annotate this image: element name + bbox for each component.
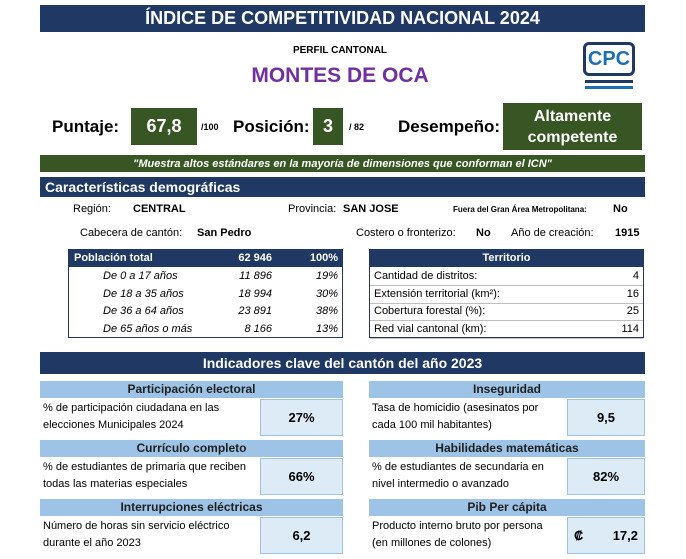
indicator-description: % de participación ciudadana en las elec…	[43, 402, 220, 431]
indicator-value: 66%	[288, 469, 315, 484]
indicator-description: Número de horas sin servicio eléctrico d…	[43, 520, 230, 549]
territory-label: Extensión territorial (km²):	[374, 287, 500, 300]
population-row: De 18 a 35 años 18 994 30%	[69, 286, 342, 303]
section-title: Características demográficas	[45, 179, 241, 195]
territory-value: 4	[632, 270, 639, 282]
age-group: De 0 a 17 años	[103, 270, 178, 282]
indicator-value-box: ₡ 17,2	[567, 517, 645, 554]
count: 18 994	[238, 287, 272, 300]
age-group: De 36 a 64 años	[103, 305, 184, 317]
indicator-value: 27%	[288, 410, 315, 425]
territory-value: 114	[621, 322, 639, 335]
population-row: De 0 a 17 años 11 896 19%	[69, 268, 342, 285]
count: 23 891	[238, 305, 272, 317]
score-label: Puntaje:	[52, 117, 120, 136]
population-row: De 65 años o más 8 166 13%	[69, 321, 342, 338]
performance-label: Desempeño:	[398, 117, 501, 136]
territory-row: Cantidad de distritos: 4	[370, 268, 643, 286]
territory-label: Cantidad de distritos:	[374, 270, 478, 282]
subtitle: PERFIL CANTONAL	[292, 45, 388, 56]
indicator-description: % de estudiantes de primaria que reciben…	[43, 461, 247, 490]
indicator-value-box: 82%	[567, 458, 645, 495]
indicator-title: Inseguridad	[369, 381, 645, 398]
indicator-value: 17,2	[612, 528, 638, 543]
population-table: Población total 62 946 100% De 0 a 17 años 1…	[68, 249, 343, 338]
header-total: 62 946	[238, 252, 272, 264]
indicator-description: % de estudiantes de secundaria en nivel …	[372, 461, 544, 490]
percent: 13%	[315, 322, 338, 335]
indicator-value-box: 9,5	[567, 399, 645, 436]
field-label: Cabecera de cantón:	[80, 227, 183, 239]
canton-name: MONTES DE OCA	[251, 64, 429, 87]
field-value: No	[476, 227, 491, 239]
score: 67,8	[146, 116, 182, 136]
field-value: 1915	[615, 227, 640, 239]
percent: 38%	[315, 305, 338, 317]
indicators-title: Indicadores clave del cantón del año 202…	[202, 355, 483, 371]
header-pct: 100%	[309, 252, 338, 264]
indicator-title: Participación electoral	[40, 381, 343, 398]
title-bar: ÍNDICE DE COMPETITIVIDAD NACIONAL 2024	[40, 5, 645, 32]
territory-row: Red vial cantonal (km): 114	[370, 321, 643, 339]
score-box: 67,8	[131, 108, 197, 145]
indicator-value-box: 66%	[260, 458, 343, 495]
territory-value: 16	[626, 287, 639, 300]
indicator-value: 82%	[592, 469, 620, 484]
position-max: / 82	[349, 122, 365, 132]
indicator-title: Currículo completo	[40, 440, 343, 457]
field-value: SAN JOSE	[343, 203, 399, 215]
age-group: De 18 a 35 años	[103, 287, 184, 300]
quote: "Muestra altos estándares en la mayoría …	[133, 157, 552, 170]
population-header: Población total 62 946 100%	[69, 250, 342, 267]
population-row: De 36 a 64 años 23 891 38%	[69, 303, 342, 320]
territory-label: Cobertura forestal (%):	[374, 305, 486, 317]
indicator-value-box: 27%	[260, 399, 343, 436]
percent: 19%	[315, 270, 338, 282]
indicator-title: Habilidades matemáticas	[369, 440, 645, 457]
field-label: Costero o fronterizo:	[356, 227, 456, 239]
title: ÍNDICE DE COMPETITIVIDAD NACIONAL 2024	[145, 8, 540, 28]
age-group: De 65 años o más	[103, 322, 193, 335]
indicator-value-box: 6,2	[260, 517, 343, 554]
field-label: Fuera del Gran Área Metropolitana:	[453, 205, 587, 214]
performance: Altamente competente	[527, 107, 618, 146]
indicator-title: Pib Per cápita	[369, 499, 645, 516]
score-max: /100	[201, 122, 219, 132]
indicator-description: Tasa de homicidio (asesinatos por cada 1…	[372, 402, 539, 431]
position-box: 3	[313, 108, 343, 145]
position-label: Posición:	[233, 117, 310, 136]
position: 3	[322, 116, 333, 136]
section-bar: Características demográficas	[40, 177, 645, 197]
header-name: Población total	[74, 252, 153, 264]
territory-row: Cobertura forestal (%): 25	[370, 303, 643, 321]
logo: CPC	[577, 40, 641, 98]
indicator-value: 9,5	[596, 410, 616, 425]
territory-label: Red vial cantonal (km):	[374, 322, 487, 335]
territory-row: Extensión territorial (km²): 16	[370, 286, 643, 304]
territory-table: Territorio Cantidad de distritos: 4 Extensi…	[369, 249, 644, 339]
field-label: Provincia:	[288, 203, 337, 215]
field-label: Año de creación:	[511, 227, 594, 239]
logo-text: CPC	[583, 42, 635, 76]
field-value: CENTRAL	[133, 203, 186, 215]
territory-value: 25	[626, 305, 639, 317]
count: 11 896	[239, 270, 272, 282]
count: 8 166	[244, 322, 272, 335]
performance-box: Altamente competente	[503, 103, 642, 150]
territory-header: Territorio	[370, 250, 643, 267]
indicator-description: Producto interno bruto por persona (en m…	[372, 520, 543, 549]
field-value: San Pedro	[197, 227, 252, 239]
field-value: No	[613, 203, 628, 215]
field-label: Región:	[73, 203, 111, 215]
indicators-bar: Indicadores clave del cantón del año 202…	[40, 352, 645, 374]
currency: ₡	[574, 528, 584, 543]
quote-bar: "Muestra altos estándares en la mayoría …	[40, 155, 645, 172]
indicator-value: 6,2	[292, 528, 311, 543]
indicator-title: Interrupciones eléctricas	[40, 499, 343, 516]
percent: 30%	[315, 287, 338, 300]
